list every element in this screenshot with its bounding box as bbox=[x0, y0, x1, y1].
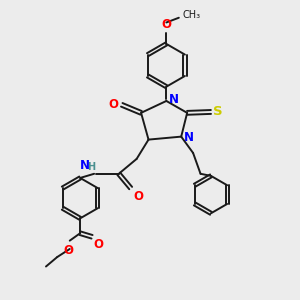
Text: CH₃: CH₃ bbox=[183, 11, 201, 20]
Text: O: O bbox=[94, 238, 104, 251]
Text: O: O bbox=[63, 244, 73, 257]
Text: O: O bbox=[133, 190, 143, 202]
Text: H: H bbox=[87, 162, 95, 172]
Text: O: O bbox=[161, 18, 171, 32]
Text: N: N bbox=[184, 131, 194, 144]
Text: N: N bbox=[80, 159, 90, 172]
Text: S: S bbox=[213, 106, 222, 118]
Text: O: O bbox=[109, 98, 119, 111]
Text: N: N bbox=[169, 93, 179, 106]
